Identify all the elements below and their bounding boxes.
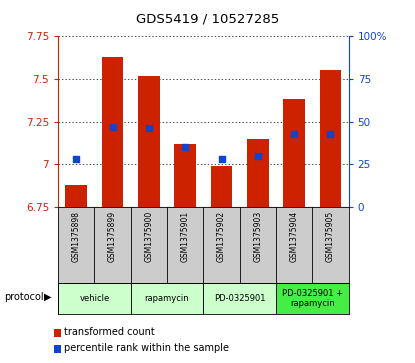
Text: ▶: ▶ <box>44 292 51 302</box>
Point <box>182 144 188 150</box>
Text: vehicle: vehicle <box>79 294 110 303</box>
Bar <box>276 283 349 314</box>
Text: GDS5419 / 10527285: GDS5419 / 10527285 <box>136 13 279 26</box>
Bar <box>138 76 160 207</box>
Text: PD-0325901: PD-0325901 <box>214 294 266 303</box>
Text: GSM1375903: GSM1375903 <box>253 211 262 262</box>
Bar <box>247 139 269 207</box>
Point <box>218 156 225 162</box>
Text: GSM1375905: GSM1375905 <box>326 211 335 262</box>
Bar <box>174 144 196 207</box>
Text: PD-0325901 +
rapamycin: PD-0325901 + rapamycin <box>282 289 343 308</box>
Text: GSM1375901: GSM1375901 <box>181 211 190 262</box>
Bar <box>131 283 203 314</box>
Bar <box>66 185 87 207</box>
Text: transformed count: transformed count <box>64 327 155 337</box>
Bar <box>58 283 131 314</box>
Text: GSM1375899: GSM1375899 <box>108 211 117 262</box>
Text: GSM1375900: GSM1375900 <box>144 211 154 262</box>
Bar <box>320 70 341 207</box>
Text: GSM1375904: GSM1375904 <box>290 211 299 262</box>
Bar <box>283 99 305 207</box>
Bar <box>102 57 124 207</box>
Point <box>327 131 334 136</box>
Point <box>109 124 116 130</box>
Point <box>73 156 80 162</box>
Text: GSM1375902: GSM1375902 <box>217 211 226 262</box>
Text: GSM1375898: GSM1375898 <box>72 211 81 262</box>
Point <box>291 131 298 136</box>
Point <box>254 153 261 159</box>
Text: rapamycin: rapamycin <box>145 294 189 303</box>
Text: percentile rank within the sample: percentile rank within the sample <box>64 343 229 354</box>
Text: protocol: protocol <box>4 292 44 302</box>
Point <box>146 126 152 131</box>
Bar <box>203 283 276 314</box>
Bar <box>211 166 232 207</box>
